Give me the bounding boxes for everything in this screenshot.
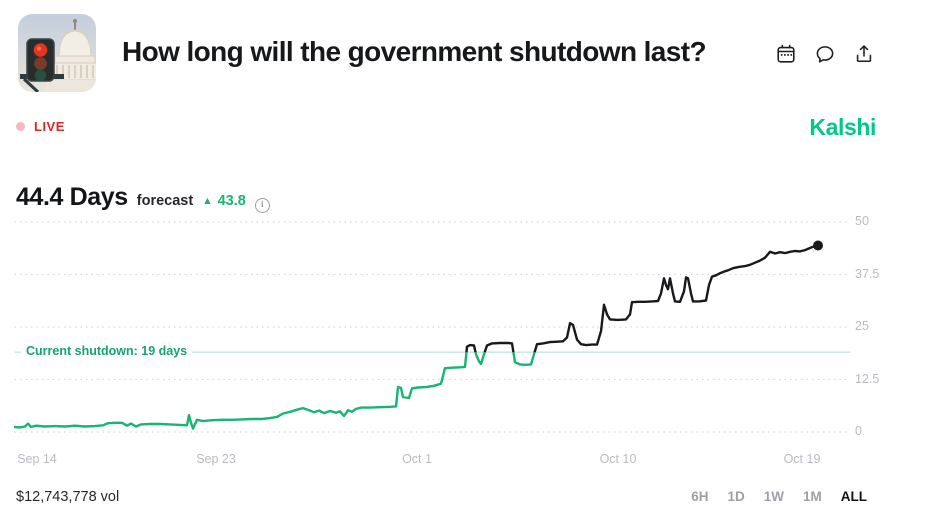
triangle-up-icon: ▲ xyxy=(202,195,213,207)
comment-icon xyxy=(814,43,836,65)
series-line-above xyxy=(465,244,820,353)
range-button-1m[interactable]: 1M xyxy=(802,489,822,504)
y-axis-label: 50 xyxy=(855,214,869,228)
last-price-dot xyxy=(813,240,823,251)
volume-label: $12,743,778 vol xyxy=(16,489,120,505)
y-axis-label: 12.5 xyxy=(855,371,880,386)
capitol-traffic-light-image xyxy=(18,14,96,92)
share-button[interactable] xyxy=(853,43,875,65)
y-axis-label: 25 xyxy=(855,319,869,333)
header-actions xyxy=(775,43,875,65)
forecast-label: forecast xyxy=(136,193,194,209)
page-title: How long will the government shutdown la… xyxy=(122,36,707,67)
x-axis-label: Oct 10 xyxy=(599,452,637,466)
range-button-all[interactable]: ALL xyxy=(840,489,867,504)
info-icon[interactable]: i xyxy=(254,197,270,213)
time-range-selector: 6H 1D 1W 1M ALL xyxy=(690,487,868,506)
comment-button[interactable] xyxy=(814,43,836,65)
live-indicator: LIVE xyxy=(16,119,65,134)
x-axis-label: Oct 19 xyxy=(783,452,821,466)
x-axis-label: Sep 14 xyxy=(17,452,57,466)
share-icon xyxy=(853,43,875,65)
calendar-icon xyxy=(775,43,797,65)
x-axis-label: Oct 1 xyxy=(402,452,432,466)
range-button-1w[interactable]: 1W xyxy=(763,489,784,504)
threshold-annotation: Current shutdown: 19 days xyxy=(21,343,193,360)
forecast-delta-value: 43.8 xyxy=(217,193,246,209)
range-button-6h[interactable]: 6H xyxy=(691,489,709,504)
series-line-below xyxy=(13,352,536,430)
market-thumbnail xyxy=(18,14,96,92)
calendar-button[interactable] xyxy=(775,43,797,65)
live-dot-icon xyxy=(16,122,25,131)
live-label: LIVE xyxy=(34,119,65,134)
range-button-1d[interactable]: 1D xyxy=(727,489,745,504)
x-axis-label: Sep 23 xyxy=(196,452,236,466)
forecast-chart[interactable]: 50 37.5 25 12.5 0 Sep 14 Sep 23 Oct 1 Oct 10 Oct… xyxy=(0,210,931,475)
y-axis-label: 37.5 xyxy=(855,266,880,281)
forecast-value: 44.4 Days xyxy=(16,183,128,211)
kalshi-logo: Kalshi xyxy=(809,114,876,140)
forecast-row: 44.4 Days forecast ▲ 43.8 i xyxy=(16,183,270,213)
forecast-delta: ▲ 43.8 xyxy=(202,193,246,209)
y-axis-label: 0 xyxy=(855,424,862,438)
